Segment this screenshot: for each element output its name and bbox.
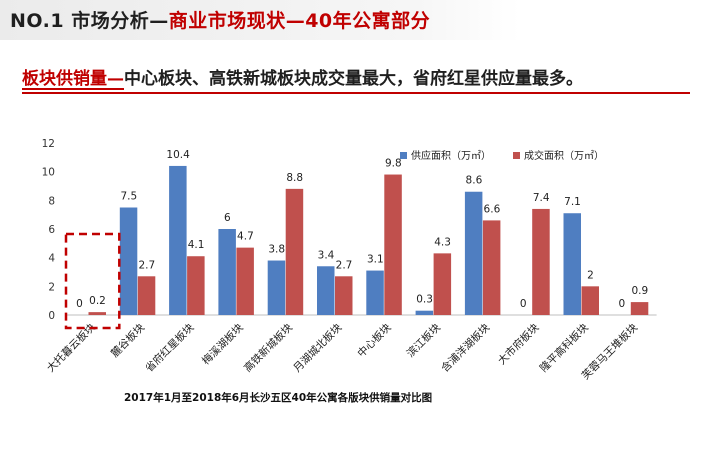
subtitle-text: 中心板块、高铁新城板块成交量最大，省府红星供应量最多。 <box>124 69 583 89</box>
data-label-deal-7: 4.3 <box>434 236 451 248</box>
subtitle-lead: 板块供销量— <box>22 69 124 89</box>
bar-deal-10 <box>581 286 599 315</box>
category-label-1: 麓谷板块 <box>108 321 147 360</box>
bar-deal-7 <box>433 253 452 315</box>
bar-supply-2 <box>169 165 187 315</box>
data-label-supply-8: 8.6 <box>466 175 483 187</box>
bar-supply-4 <box>267 260 286 315</box>
data-label-supply-5: 3.4 <box>318 249 335 261</box>
data-label-deal-2: 4.1 <box>188 239 205 251</box>
y-tick-label-1: 2 <box>48 281 55 293</box>
data-label-deal-8: 6.6 <box>484 203 501 215</box>
category-label-4: 高铁新城板块 <box>241 321 295 375</box>
bar-deal-8 <box>482 220 501 315</box>
category-label-10: 隆平高科板块 <box>537 321 591 375</box>
category-label-2: 省府红星板块 <box>143 321 197 375</box>
bar-supply-6 <box>366 270 384 315</box>
subtitle-divider <box>22 92 690 94</box>
legend-swatch-deal <box>513 152 520 159</box>
category-label-8: 含浦洋湖板块 <box>438 321 492 375</box>
data-label-supply-0: 0 <box>76 298 83 310</box>
data-label-supply-4: 3.8 <box>268 244 285 256</box>
bar-deal-11 <box>630 302 649 315</box>
data-label-deal-0: 0.2 <box>89 295 106 307</box>
legend-label-deal: 成交面积（万㎡） <box>524 149 604 162</box>
y-tick-label-4: 8 <box>48 195 55 207</box>
y-tick-label-2: 4 <box>48 253 55 265</box>
category-label-7: 滨江板块 <box>404 321 443 360</box>
data-label-deal-5: 2.7 <box>336 259 353 271</box>
data-label-deal-1: 2.7 <box>138 259 155 271</box>
category-label-6: 中心板块 <box>355 321 394 360</box>
y-tick-label-6: 12 <box>42 138 55 150</box>
bar-deal-1 <box>137 276 156 315</box>
data-label-supply-7: 0.3 <box>416 294 433 306</box>
bar-supply-7 <box>415 310 434 315</box>
legend-swatch-supply <box>400 152 407 159</box>
page-title: NO.1 市场分析—商业市场现状—40年公寓部分 <box>10 6 430 33</box>
highlight-box <box>64 232 121 330</box>
data-label-deal-9: 7.4 <box>533 192 550 204</box>
category-label-3: 梅溪湖板块 <box>199 321 246 368</box>
page-title-prefix: NO.1 市场分析— <box>10 10 169 32</box>
data-label-deal-11: 0.9 <box>631 285 648 297</box>
data-label-deal-3: 4.7 <box>237 231 254 243</box>
bar-supply-1 <box>119 207 138 315</box>
category-label-5: 月湖城北板块 <box>291 321 345 375</box>
bar-deal-5 <box>335 276 353 315</box>
data-label-deal-4: 8.8 <box>286 172 303 184</box>
bar-deal-6 <box>384 174 402 315</box>
data-label-supply-11: 0 <box>618 298 625 310</box>
bar-supply-5 <box>317 266 335 315</box>
data-label-supply-9: 0 <box>520 298 527 310</box>
chart-caption: 2017年1月至2018年6月长沙五区40年公寓各版块供销量对比图 <box>124 392 433 404</box>
title-band <box>0 0 520 40</box>
page-title-accent: 商业市场现状—40年公寓部分 <box>168 10 431 32</box>
data-label-deal-6: 9.8 <box>385 158 402 170</box>
y-tick-label-3: 6 <box>48 224 55 236</box>
data-label-supply-1: 7.5 <box>120 191 137 203</box>
bar-deal-3 <box>236 247 254 315</box>
y-tick-label-5: 10 <box>42 167 55 179</box>
data-label-supply-2: 10.4 <box>166 149 190 161</box>
bar-supply-8 <box>464 191 483 315</box>
bar-deal-4 <box>285 188 304 315</box>
section-subtitle: 板块供销量—中心板块、高铁新城板块成交量最大，省府红星供应量最多。 <box>22 64 583 89</box>
data-label-deal-10: 2 <box>587 269 594 281</box>
bar-supply-10 <box>563 213 581 315</box>
bar-deal-9 <box>532 208 550 315</box>
legend-label-supply: 供应面积（万㎡） <box>411 149 491 162</box>
data-label-supply-10: 7.1 <box>564 196 581 208</box>
y-tick-label-0: 0 <box>48 310 55 322</box>
bar-deal-2 <box>187 256 205 315</box>
data-label-supply-6: 3.1 <box>367 254 384 266</box>
bar-supply-3 <box>218 229 236 315</box>
data-label-supply-3: 6 <box>224 212 231 224</box>
category-label-9: 大市府板块 <box>495 321 542 368</box>
bar-deal-0 <box>88 312 106 315</box>
